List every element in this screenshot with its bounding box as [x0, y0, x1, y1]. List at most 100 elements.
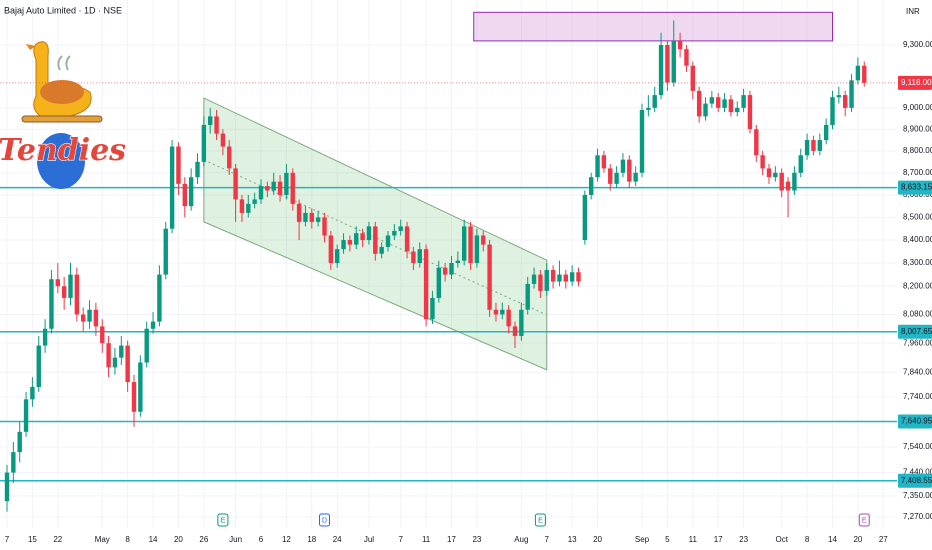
- candle-body: [468, 226, 473, 263]
- x-tick-label: 7: [545, 535, 550, 544]
- candle-body: [589, 177, 594, 195]
- candle-body: [42, 328, 48, 346]
- candle-body: [93, 309, 99, 327]
- y-tick-label: 7,840.00: [903, 367, 932, 376]
- candle-body: [87, 309, 92, 322]
- candle-body: [195, 161, 200, 178]
- candle-body: [423, 249, 429, 320]
- candle-body: [843, 95, 848, 108]
- candle-body: [633, 172, 638, 182]
- candle-body: [735, 107, 740, 113]
- x-tick-label: 15: [28, 535, 37, 544]
- x-tick-label: May: [95, 535, 110, 544]
- logo: Tendies: [0, 41, 127, 189]
- candle-body: [830, 97, 835, 125]
- candle-body: [252, 199, 257, 204]
- candle-body: [684, 49, 689, 66]
- candle-body: [658, 45, 664, 96]
- candle-body: [296, 203, 302, 222]
- candle-body: [366, 226, 372, 241]
- candle-body: [138, 362, 143, 412]
- candle-body: [620, 159, 626, 173]
- grid: [0, 0, 897, 528]
- event-marker: [534, 513, 546, 527]
- candle-body: [246, 203, 251, 213]
- logo-steam: [57, 55, 71, 71]
- candle-body: [487, 244, 492, 310]
- candle-body: [392, 230, 397, 236]
- candle-body: [201, 124, 207, 162]
- candle-body: [538, 274, 543, 291]
- candle-body: [430, 297, 435, 320]
- candle-body: [595, 155, 600, 178]
- level-label: 7,640.95: [901, 417, 932, 426]
- candle-body: [335, 249, 340, 263]
- x-tick-label: 8: [125, 535, 130, 544]
- y-tick-label: 8,500.00: [903, 212, 932, 221]
- x-tick-label: 14: [828, 535, 837, 544]
- candle-body: [11, 452, 16, 473]
- candle-body: [773, 172, 778, 178]
- x-tick-label: 20: [174, 535, 183, 544]
- x-tick-label: 23: [739, 535, 748, 544]
- candle-body: [563, 274, 568, 282]
- candle-body: [741, 95, 746, 108]
- candle-body: [690, 65, 695, 91]
- x-tick-label: 22: [53, 535, 62, 544]
- candle-body: [766, 168, 772, 178]
- candle-body: [258, 186, 264, 200]
- candle-body: [582, 194, 588, 241]
- candle-body: [379, 246, 384, 254]
- x-tick-label: Aug: [514, 535, 528, 544]
- candle-body: [779, 172, 784, 191]
- candle-body: [214, 116, 219, 134]
- x-tick-label: Jun: [229, 535, 242, 544]
- candle-body: [716, 97, 721, 108]
- candle-body: [531, 274, 537, 284]
- candle-body: [360, 233, 365, 241]
- candle-body: [506, 309, 511, 327]
- candle-body: [836, 95, 842, 98]
- range-rectangle: [473, 11, 833, 42]
- candle-body: [417, 249, 422, 263]
- candle-body: [55, 279, 60, 287]
- candle-body: [671, 40, 676, 83]
- candle-body: [277, 181, 283, 195]
- candle-body: [455, 260, 461, 263]
- candle-body: [760, 155, 765, 169]
- overlay: 9,118.00 8,633.15 8,007.65 7,640.95 7,408.55…: [0, 75, 932, 527]
- level-box: [898, 180, 932, 195]
- y-tick-label: 8,700.00: [903, 168, 932, 177]
- candle-body: [798, 155, 803, 173]
- candle-body: [639, 109, 645, 173]
- candle-body: [188, 177, 194, 207]
- x-tick-label: 24: [333, 535, 342, 544]
- candle-body: [747, 95, 753, 130]
- level-box: [898, 473, 932, 488]
- candle-body: [49, 279, 54, 329]
- candle-body: [500, 309, 505, 315]
- candle-body: [239, 199, 245, 213]
- candle-body: [157, 274, 162, 322]
- y-tick-label: 9,300.00: [903, 40, 932, 49]
- candle-body: [68, 274, 73, 298]
- candle-body: [646, 107, 651, 110]
- event-marker: [858, 513, 870, 527]
- candle-body: [265, 186, 270, 191]
- candle-body: [804, 140, 810, 156]
- candle-body: [17, 431, 22, 453]
- candle-body: [347, 240, 353, 245]
- axis: 9,300.00 9,000.00 8,900.00 8,800.00 8,700.00…: [5, 40, 932, 544]
- event-marker: [319, 513, 330, 527]
- y-tick-label: 8,400.00: [903, 235, 932, 244]
- candle-body: [525, 283, 530, 310]
- candle-body: [112, 357, 118, 368]
- logo-chicken: [40, 80, 84, 104]
- y-tick-label: 8,800.00: [903, 146, 932, 155]
- candle-body: [81, 314, 86, 322]
- candle-body: [125, 345, 130, 383]
- candle-body: [481, 235, 486, 245]
- candle-body: [614, 172, 619, 184]
